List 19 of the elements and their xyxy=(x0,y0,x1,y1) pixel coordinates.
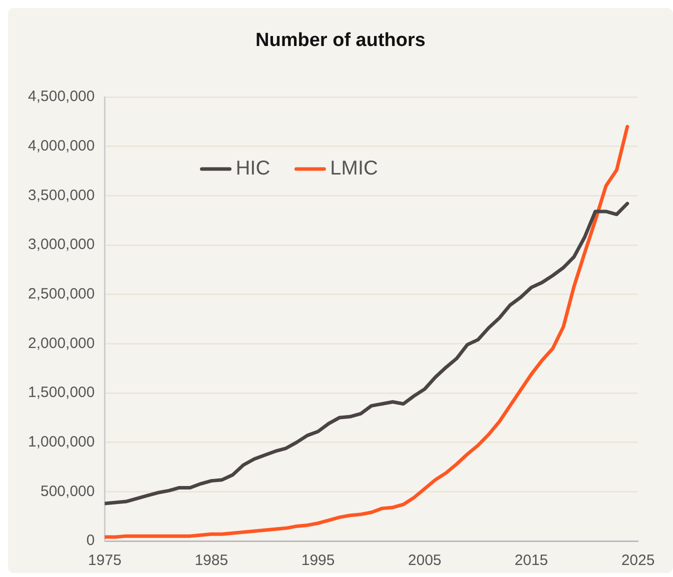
legend-label: HIC xyxy=(236,158,270,180)
x-tick-label: 2005 xyxy=(408,552,442,570)
y-tick-label: 0 xyxy=(86,532,95,550)
y-tick-label: 3,500,000 xyxy=(28,186,95,204)
y-tick-label: 2,000,000 xyxy=(28,334,95,352)
y-tick-label: 4,000,000 xyxy=(28,137,95,154)
y-tick-label: 4,500,000 xyxy=(28,88,95,106)
x-tick-label: 2015 xyxy=(514,552,548,570)
x-tick-label: 1975 xyxy=(88,552,122,570)
x-tick-label: 1995 xyxy=(301,552,335,570)
y-tick-label: 3,000,000 xyxy=(28,236,95,254)
y-tick-label: 2,500,000 xyxy=(28,285,95,302)
y-tick-label: 1,000,000 xyxy=(28,433,95,450)
x-tick-label: 2025 xyxy=(621,552,655,570)
x-tick-label: 1985 xyxy=(194,552,228,570)
chart-title: Number of authors xyxy=(254,30,426,52)
legend-label: LMIC xyxy=(330,158,378,180)
y-tick-label: 500,000 xyxy=(40,482,95,500)
y-tick-label: 1,500,000 xyxy=(28,384,95,402)
